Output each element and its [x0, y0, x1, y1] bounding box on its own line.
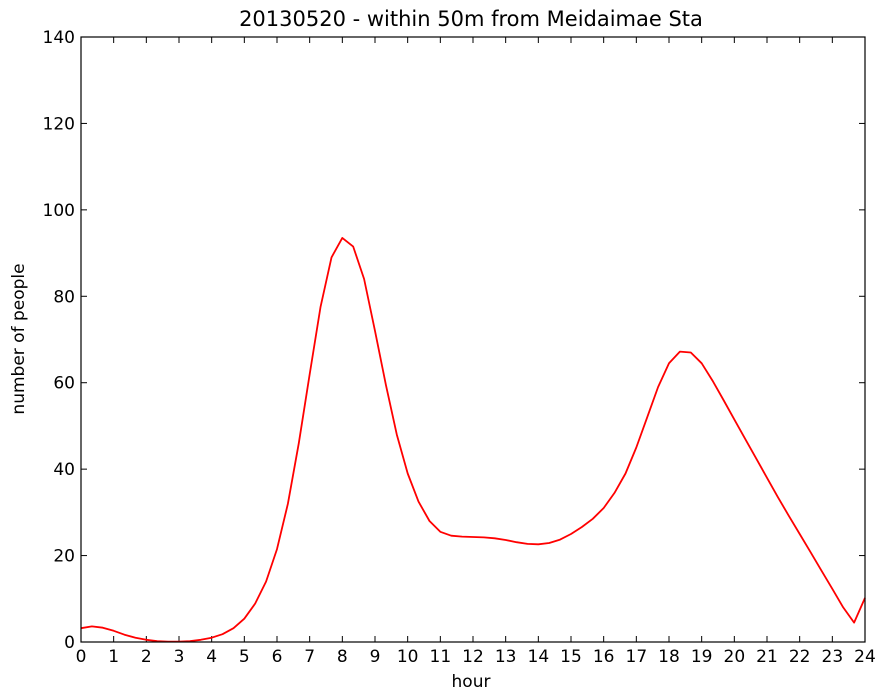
- x-tick-label: 12: [462, 647, 484, 667]
- y-tick-label: 140: [43, 28, 75, 48]
- x-axis-label: hour: [452, 672, 491, 692]
- series-line: [80, 236, 866, 643]
- x-tick-label: 17: [626, 647, 648, 667]
- x-tick-label: 23: [822, 647, 844, 667]
- x-tick-label: 10: [397, 647, 419, 667]
- x-tick-label: 3: [174, 647, 185, 667]
- x-tick-label: 22: [789, 647, 811, 667]
- x-tick-label: 1: [108, 647, 119, 667]
- x-tick-label: 11: [430, 647, 452, 667]
- x-tick-label: 5: [239, 647, 250, 667]
- x-tick-label: 9: [370, 647, 381, 667]
- x-tick-label: 6: [272, 647, 283, 667]
- x-tick-label: 24: [854, 647, 876, 667]
- x-tick-label: 13: [495, 647, 517, 667]
- x-tick-label: 18: [658, 647, 680, 667]
- y-tick-label: 20: [53, 547, 75, 567]
- x-tick-label: 0: [76, 647, 87, 667]
- plot-frame: [80, 36, 866, 643]
- x-tick-label: 7: [304, 647, 315, 667]
- x-tick-label: 16: [593, 647, 615, 667]
- y-tick-label: 100: [43, 201, 75, 221]
- y-tick-label: 40: [53, 460, 75, 480]
- x-tick-label: 2: [141, 647, 152, 667]
- x-tick-label: 19: [691, 647, 713, 667]
- x-tick-label: 8: [337, 647, 348, 667]
- chart-title: 20130520 - within 50m from Meidaimae Sta: [239, 7, 703, 31]
- ticks-layer: 0 1 2 3 4 5 6 7 8 9 10 11 12 13 14 15 16 17 18 19 20 21 22 23 24…: [43, 28, 876, 667]
- y-tick-label: 0: [64, 633, 75, 653]
- y-tick-label: 80: [53, 287, 75, 307]
- y-tick-label: 120: [43, 114, 75, 134]
- x-tick-label: 14: [528, 647, 550, 667]
- x-tick-label: 21: [756, 647, 778, 667]
- x-tick-label: 4: [206, 647, 217, 667]
- y-axis-label: number of people: [9, 263, 29, 414]
- x-tick-label: 15: [560, 647, 582, 667]
- series-layer: [80, 236, 866, 643]
- x-tick-label: 20: [724, 647, 746, 667]
- y-tick-label: 60: [53, 374, 75, 394]
